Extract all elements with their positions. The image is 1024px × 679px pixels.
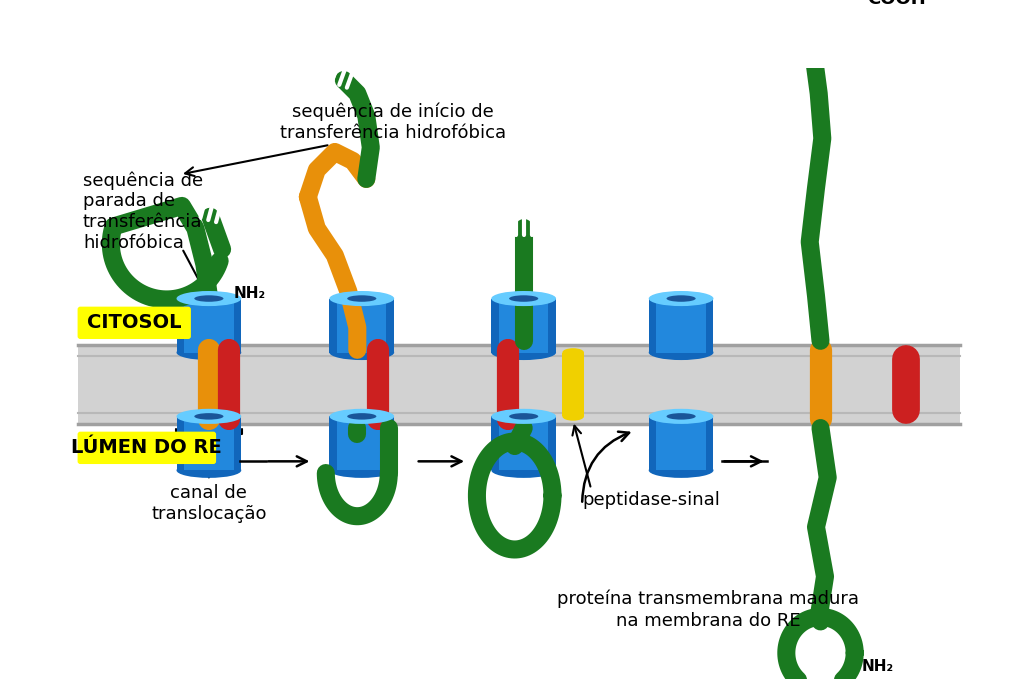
Text: translocação: translocação [152, 505, 266, 524]
Ellipse shape [649, 291, 714, 306]
Bar [548, 299, 556, 352]
Bar [176, 416, 184, 471]
Bar [649, 416, 656, 471]
Bar [79, 346, 959, 424]
Bar [176, 299, 242, 352]
Text: peptidase-sinal: peptidase-sinal [583, 491, 720, 509]
Ellipse shape [509, 295, 539, 301]
Ellipse shape [649, 463, 714, 478]
Bar [649, 299, 714, 352]
Text: transferência: transferência [83, 213, 203, 231]
Ellipse shape [330, 463, 394, 478]
Ellipse shape [330, 291, 394, 306]
Ellipse shape [347, 295, 377, 301]
Text: NH₂: NH₂ [862, 659, 894, 674]
FancyBboxPatch shape [78, 432, 216, 464]
Bar [233, 416, 242, 471]
Ellipse shape [667, 413, 695, 420]
Ellipse shape [176, 291, 242, 306]
Ellipse shape [562, 412, 584, 421]
Text: LÚMEN DO RE: LÚMEN DO RE [72, 439, 222, 458]
Ellipse shape [492, 345, 556, 360]
Bar [649, 416, 714, 471]
Bar [562, 352, 584, 416]
Ellipse shape [667, 295, 695, 301]
Bar [176, 416, 242, 471]
Text: CITOSOL: CITOSOL [87, 313, 181, 332]
Ellipse shape [562, 348, 584, 357]
Bar [330, 299, 394, 352]
Bar [330, 299, 337, 352]
Bar [233, 299, 242, 352]
Text: sequência de início de: sequência de início de [293, 103, 495, 121]
Text: sequência de: sequência de [83, 172, 203, 190]
Ellipse shape [330, 345, 394, 360]
Ellipse shape [347, 413, 377, 420]
Bar [492, 416, 499, 471]
Ellipse shape [492, 463, 556, 478]
Ellipse shape [176, 463, 242, 478]
Text: transferência hidrofóbica: transferência hidrofóbica [281, 124, 506, 142]
Ellipse shape [195, 295, 223, 301]
Bar [176, 299, 184, 352]
Text: NH₂: NH₂ [234, 286, 266, 301]
Ellipse shape [509, 413, 539, 420]
Bar [706, 299, 714, 352]
Ellipse shape [330, 409, 394, 424]
Bar [386, 299, 394, 352]
Text: na membrana do RE: na membrana do RE [615, 612, 801, 629]
Ellipse shape [195, 413, 223, 420]
Ellipse shape [492, 409, 556, 424]
Bar [386, 416, 394, 471]
Bar [492, 299, 556, 352]
Text: parada de: parada de [83, 192, 175, 210]
Bar [330, 416, 337, 471]
Text: COOH: COOH [867, 0, 926, 8]
FancyBboxPatch shape [78, 307, 190, 339]
Text: canal de: canal de [170, 484, 248, 502]
Ellipse shape [649, 409, 714, 424]
Ellipse shape [649, 345, 714, 360]
Bar [706, 416, 714, 471]
Ellipse shape [176, 345, 242, 360]
Text: proteína transmembrana madura: proteína transmembrana madura [557, 590, 859, 608]
Bar [492, 416, 556, 471]
Bar [649, 299, 656, 352]
Text: hidrofóbica: hidrofóbica [83, 234, 184, 252]
Bar [492, 299, 499, 352]
Ellipse shape [492, 291, 556, 306]
Bar [548, 416, 556, 471]
Bar [330, 416, 394, 471]
Ellipse shape [176, 409, 242, 424]
